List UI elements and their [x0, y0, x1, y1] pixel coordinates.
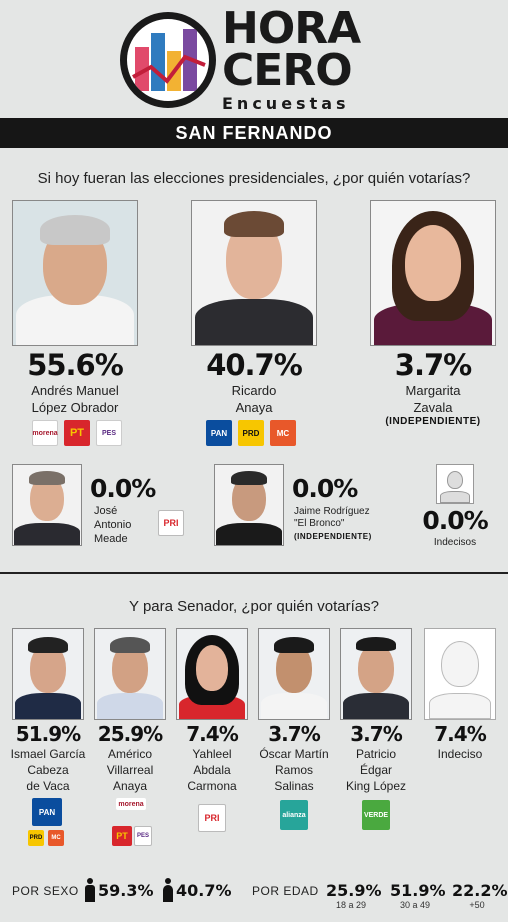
photo-king: [340, 628, 412, 720]
name-villarreal: Américo Villarreal Anaya: [106, 747, 154, 793]
brand-wordmark: HORA CERO Encuestas: [222, 3, 361, 113]
party-pt-icon: PT: [64, 420, 90, 446]
pct-abdala: 7.4%: [186, 722, 238, 746]
age-pct-50: 22.2%: [452, 881, 508, 900]
pct-ramos: 3.7%: [268, 722, 320, 746]
photo-garcia: [12, 628, 84, 720]
party-prd-icon: PRD: [238, 420, 264, 446]
party-pan-icon: PAN: [206, 420, 232, 446]
photo-ramos: [258, 628, 330, 720]
name-anaya: Ricardo Anaya: [231, 383, 277, 415]
party-pes-icon: PES: [96, 420, 122, 446]
header-logo: HORA CERO Encuestas: [0, 0, 508, 112]
brand-line2: CERO: [222, 44, 353, 96]
age-pct-18-29: 25.9%: [326, 881, 382, 900]
pct-villarreal: 25.9%: [97, 722, 163, 746]
pct-anaya: 40.7%: [206, 348, 303, 382]
party-pri-icon: PRI: [158, 510, 184, 536]
pct-bronco: 0.0%: [292, 474, 358, 503]
photo-anaya: [191, 200, 317, 346]
photo-villarreal: [94, 628, 166, 720]
age-range-18-29: 18 a 29: [335, 900, 367, 910]
photo-amlo: [12, 200, 138, 346]
party-mc-icon: MC: [270, 420, 296, 446]
female-icon: [162, 878, 174, 902]
name-meade: José Antonio Meade: [94, 505, 132, 545]
senate-pri-icon: PRI: [198, 804, 226, 832]
male-pct: 59.3%: [98, 881, 154, 900]
logo-chart-icon: [120, 12, 216, 108]
tag-zavala: (INDEPENDIENTE): [385, 416, 481, 427]
party-morena-icon: morena: [32, 420, 58, 446]
sex-label: POR SEXO: [12, 884, 79, 898]
pct-meade: 0.0%: [90, 474, 156, 503]
pct-zavala: 3.7%: [394, 348, 472, 382]
male-icon: [84, 878, 96, 902]
senate-question: Y para Senador, ¿por quién votarías?: [129, 598, 379, 615]
senate-pt-icon: PT: [112, 826, 132, 846]
photo-meade: [12, 464, 82, 546]
pct-amlo: 55.6%: [27, 348, 124, 382]
brand-line3: Encuestas: [222, 93, 350, 113]
pct-garcia: 51.9%: [15, 722, 81, 746]
senate-pes-icon: PES: [134, 826, 152, 846]
name-amlo: Andrés Manuel López Obrador: [31, 383, 119, 415]
photo-bronco: [214, 464, 284, 546]
senate-verde-icon: VERDE: [362, 800, 390, 830]
age-label: POR EDAD: [252, 884, 319, 898]
presidential-question: Si hoy fueran las elecciones presidencia…: [37, 170, 471, 187]
name-king: Patricio Édgar King López: [345, 747, 407, 793]
tag-bronco: (INDEPENDIENTE): [294, 532, 372, 541]
name-indecisos: Indecisos: [433, 537, 477, 548]
pct-king: 3.7%: [350, 722, 402, 746]
age-range-30-49: 30 a 49: [399, 900, 431, 910]
name-ramos: Óscar Martín Ramos Salinas: [259, 747, 329, 793]
name-bronco: Jaime Rodríguez "El Bronco": [294, 506, 370, 529]
brand-line1: HORA: [222, 3, 361, 54]
undecided-senate-avatar-icon: [424, 628, 496, 720]
senate-prd-icon: PRD: [28, 830, 44, 846]
city-banner: SAN FERNANDO: [0, 118, 508, 148]
senate-nueva-alianza-icon: alianza: [280, 800, 308, 830]
photo-zavala: [370, 200, 496, 346]
senate-mc-icon: MC: [48, 830, 64, 846]
age-pct-30-49: 51.9%: [390, 881, 446, 900]
pct-indeciso: 7.4%: [434, 722, 486, 746]
senate-pan-icon: PAN: [32, 798, 62, 826]
female-pct: 40.7%: [176, 881, 232, 900]
photo-abdala: [176, 628, 248, 720]
name-abdala: Yahleel Abdala Carmona: [187, 747, 237, 793]
undecided-avatar-icon: [436, 464, 474, 504]
name-garcia: Ismael García Cabeza de Vaca: [10, 747, 86, 793]
pct-indecisos: 0.0%: [422, 506, 488, 535]
section-divider: [0, 572, 508, 574]
name-indeciso: Indeciso: [437, 747, 483, 761]
age-range-50: +50: [469, 900, 485, 910]
senate-morena-icon: morena: [116, 798, 146, 810]
name-zavala: Margarita Zavala: [405, 383, 461, 415]
